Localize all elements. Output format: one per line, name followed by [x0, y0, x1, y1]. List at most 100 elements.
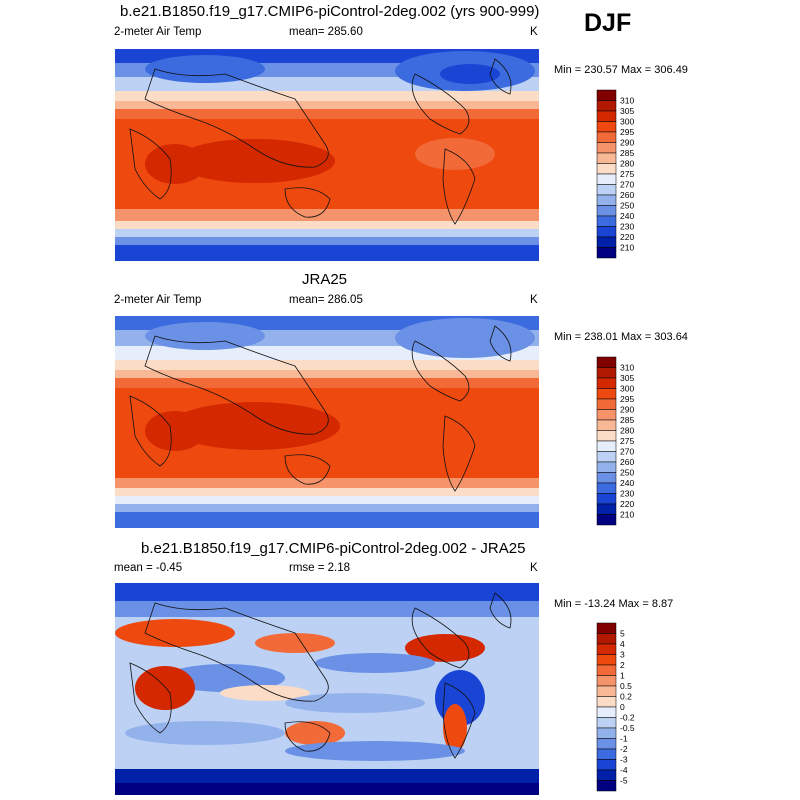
panel1-colorbar: 310 305 300 295 290 285 280 275 270 260 250 240 230 2…	[596, 89, 657, 260]
colorbar-swatch	[596, 226, 617, 238]
season-label: DJF	[584, 9, 632, 37]
colorbar-tick-label: -4	[620, 765, 628, 775]
colorbar-swatch	[596, 152, 617, 164]
colorbar-tick-label: 305	[620, 106, 634, 116]
colorbar-swatch	[596, 780, 617, 792]
colorbar-tick-label: 260	[620, 190, 634, 200]
panel2-mean-label: mean= 286.05	[289, 294, 363, 306]
colorbar-tick-label: 285	[620, 415, 634, 425]
colorbar-swatch	[596, 377, 617, 389]
colorbar-tick-label: 240	[620, 211, 634, 221]
panel2-colorbar: 310 305 300 295 290 285 280 275 270 260 250 240 230 2…	[596, 356, 657, 527]
colorbar-tick-label: 250	[620, 201, 634, 211]
colorbar-swatch	[596, 121, 617, 133]
colorbar-swatch	[596, 236, 617, 248]
colorbar-swatch	[596, 100, 617, 112]
colorbar-swatch	[596, 727, 617, 739]
colorbar-tick-label: 275	[620, 169, 634, 179]
colorbar-tick-label: 220	[620, 499, 634, 509]
colorbar-swatch	[596, 142, 617, 154]
colorbar-tick-label: -1	[620, 734, 628, 744]
panel1-units-label: K	[530, 26, 538, 38]
colorbar-tick-label: -0.2	[620, 713, 635, 723]
colorbar-swatch	[596, 131, 617, 143]
colorbar-swatch	[596, 184, 617, 196]
colorbar-swatch	[596, 696, 617, 708]
colorbar-tick-label: 290	[620, 138, 634, 148]
colorbar-tick-label: 210	[620, 243, 634, 253]
colorbar-swatch	[596, 482, 617, 494]
colorbar-swatch	[596, 748, 617, 760]
colorbar-swatch	[596, 769, 617, 781]
colorbar-swatch	[596, 643, 617, 655]
colorbar-tick-label: 230	[620, 489, 634, 499]
colorbar-swatch	[596, 685, 617, 697]
colorbar-tick-label: 3	[620, 650, 625, 660]
colorbar-tick-label: -2	[620, 744, 628, 754]
colorbar-tick-label: 5	[620, 629, 625, 639]
colorbar-swatch	[596, 247, 617, 259]
panel1-title: b.e21.B1850.f19_g17.CMIP6-piControl-2deg…	[120, 3, 540, 20]
colorbar-swatch	[596, 633, 617, 645]
panel2-minmax: Min = 238.01 Max = 303.64	[554, 331, 688, 343]
colorbar-tick-label: 230	[620, 222, 634, 232]
panel1-minmax: Min = 230.57 Max = 306.49	[554, 64, 688, 76]
colorbar-tick-label: 270	[620, 180, 634, 190]
colorbar-tick-label: 295	[620, 127, 634, 137]
colorbar-tick-label: 290	[620, 405, 634, 415]
colorbar-swatch	[596, 194, 617, 206]
colorbar-swatch	[596, 461, 617, 473]
colorbar-tick-label: 280	[620, 159, 634, 169]
colorbar-swatch	[596, 622, 617, 634]
colorbar-swatch	[596, 356, 617, 368]
colorbar-tick-label: -3	[620, 755, 628, 765]
colorbar-tick-label: 275	[620, 436, 634, 446]
colorbar-swatch	[596, 759, 617, 771]
colorbar-swatch	[596, 440, 617, 452]
panel3-minmax: Min = -13.24 Max = 8.87	[554, 598, 674, 610]
colorbar-tick-label: 305	[620, 373, 634, 383]
colorbar-tick-label: 270	[620, 447, 634, 457]
colorbar-swatch	[596, 110, 617, 122]
colorbar-tick-label: 310	[620, 96, 634, 106]
colorbar-swatch	[596, 89, 617, 101]
colorbar-swatch	[596, 409, 617, 421]
colorbar-tick-label: 0.5	[620, 681, 632, 691]
panel2-title: JRA25	[302, 271, 348, 288]
colorbar-tick-label: -0.5	[620, 723, 635, 733]
colorbar-swatch	[596, 430, 617, 442]
panel2-colorbar-svg: 3103053002952902852802752702602502402302…	[596, 356, 634, 526]
colorbar-swatch	[596, 472, 617, 484]
colorbar-swatch	[596, 419, 617, 431]
panel2-variable-label: 2-meter Air Temp	[114, 294, 202, 306]
colorbar-tick-label: 310	[620, 363, 634, 373]
colorbar-tick-label: 0	[620, 702, 625, 712]
colorbar-swatch	[596, 398, 617, 410]
colorbar-swatch	[596, 675, 617, 687]
colorbar-tick-label: -5	[620, 776, 628, 786]
colorbar-swatch	[596, 503, 617, 515]
colorbar-swatch	[596, 493, 617, 505]
colorbar-tick-label: 295	[620, 394, 634, 404]
colorbar-swatch	[596, 738, 617, 750]
colorbar-swatch	[596, 664, 617, 676]
panel2-units-label: K	[530, 294, 538, 306]
panel1-colorbar-svg: 3103053002952902852802752702602502402302…	[596, 89, 634, 259]
panel1-variable-label: 2-meter Air Temp	[114, 26, 202, 38]
colorbar-tick-label: 1	[620, 671, 625, 681]
colorbar-tick-label: 300	[620, 117, 634, 127]
colorbar-tick-label: 2	[620, 660, 625, 670]
colorbar-tick-label: 220	[620, 232, 634, 242]
panel1-mean-label: mean= 285.60	[289, 26, 363, 38]
colorbar-tick-label: 0.2	[620, 692, 632, 702]
panel2-temperature-map	[115, 316, 539, 528]
panel3-units-label: K	[530, 562, 538, 574]
panel3-rmse-label: rmse = 2.18	[289, 562, 351, 574]
colorbar-swatch	[596, 717, 617, 729]
panel3-colorbar: 5 4 3 2 1 0.5 0.2 0 -0.2 -0.5 -1 -2 -3 -4 -5	[596, 622, 657, 793]
colorbar-tick-label: 4	[620, 639, 625, 649]
colorbar-swatch	[596, 367, 617, 379]
colorbar-swatch	[596, 215, 617, 227]
colorbar-swatch	[596, 388, 617, 400]
